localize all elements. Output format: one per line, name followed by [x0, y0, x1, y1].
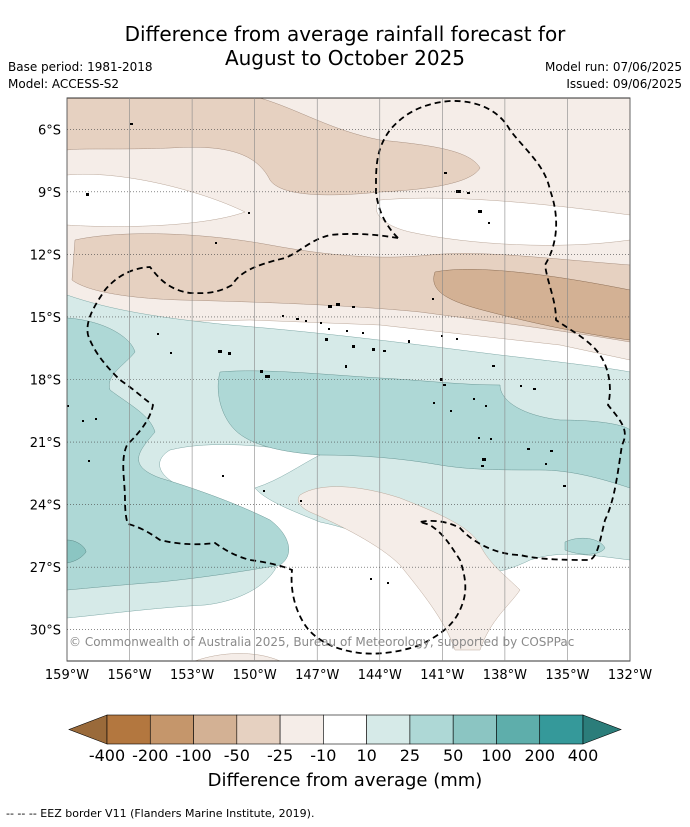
- copyright-notice: © Commonwealth of Australia 2025, Bureau…: [69, 635, 574, 649]
- meta-right: Model run: 07/06/2025 Issued: 09/06/2025: [545, 59, 682, 93]
- title-line-1: Difference from average rainfall forecas…: [124, 22, 566, 46]
- contour-dry-neg25-bottom: [194, 653, 281, 661]
- map-title: Difference from average rainfall forecas…: [0, 22, 690, 70]
- contour-wet-25-central: [217, 370, 630, 489]
- colorbar-cell: [366, 714, 411, 745]
- tick-labels: 159°W 156°W 153°W 150°W 147°W 144°W 141°W 138°W…: [30, 123, 653, 683]
- eez-border-west: [86, 233, 467, 655]
- gridlines: [66, 98, 631, 661]
- colorbar-tick-label: 200: [524, 746, 555, 765]
- colorbar-tick-label: -200: [132, 746, 168, 765]
- colorbar-cell: [539, 714, 584, 745]
- lat-tick-label: 21°S: [30, 436, 61, 451]
- colorbar-tick-label: -10: [310, 746, 336, 765]
- colorbar-cell: [323, 714, 367, 745]
- lat-tick-label: 12°S: [30, 248, 61, 263]
- lon-tick-label: 153°W: [170, 668, 214, 683]
- colorbar-cell: [193, 714, 238, 745]
- lat-tick-label: 30°S: [30, 624, 61, 639]
- contour-layer: [67, 98, 630, 661]
- colorbar-tick-label: -100: [175, 746, 211, 765]
- contour-wet-50: [67, 539, 87, 564]
- lat-tick-label: 15°S: [30, 311, 61, 326]
- colorbar-cell: [496, 714, 541, 745]
- contour-neutral-north: [67, 174, 246, 227]
- eez-border-north: [375, 100, 626, 561]
- lon-tick-label: 138°W: [483, 668, 527, 683]
- islands: [67, 123, 566, 584]
- lon-tick-label: 141°W: [420, 668, 464, 683]
- base-period: Base period: 1981-2018: [8, 60, 153, 74]
- colorbar-tick-label: 50: [443, 746, 463, 765]
- model-run: Model run: 07/06/2025: [544, 60, 682, 74]
- colorbar-cell: [452, 714, 497, 745]
- rainfall-map: 159°W 156°W 153°W 150°W 147°W 144°W 141°W 138°W…: [30, 97, 653, 683]
- colorbar-extend-high: [582, 714, 622, 745]
- colorbar-title: Difference from average (mm): [207, 770, 483, 791]
- contour-wet-25-west: [67, 317, 289, 591]
- lat-tick-label: 9°S: [38, 186, 61, 201]
- issued-date: Issued: 09/06/2025: [566, 77, 682, 91]
- eez-legend: -- -- -- EEZ border V11 (Flanders Marine…: [6, 807, 315, 820]
- lon-tick-label: 147°W: [295, 668, 339, 683]
- lon-tick-label: 135°W: [545, 668, 589, 683]
- lon-tick-label: 150°W: [233, 668, 277, 683]
- colorbar-cells: [68, 714, 622, 745]
- colorbar-tick-label: 10: [356, 746, 376, 765]
- colorbar-tick-label: 25: [400, 746, 420, 765]
- lon-tick-label: 159°W: [45, 668, 89, 683]
- lat-tick-label: 27°S: [30, 561, 61, 576]
- colorbar-cell: [149, 714, 194, 745]
- colorbar-cell: [106, 714, 151, 745]
- colorbar-tick-label: 400: [568, 746, 599, 765]
- colorbar-extend-low: [68, 714, 108, 745]
- colorbar-labels: -400 -200 -100 -50 -25 -10 10 25 50 100 200 400: [89, 746, 598, 765]
- meta-left: Base period: 1981-2018 Model: ACCESS-S2: [8, 59, 153, 93]
- colorbar-cell: [279, 714, 324, 745]
- lat-tick-label: 18°S: [30, 374, 61, 389]
- contour-dry-neg25-south: [297, 486, 521, 651]
- lat-tick-label: 6°S: [38, 123, 61, 138]
- contour-neutral-mid: [376, 197, 630, 246]
- colorbar-cell: [236, 714, 281, 745]
- title-line-2: August to October 2025: [224, 46, 466, 70]
- model-name: Model: ACCESS-S2: [8, 77, 120, 91]
- lon-tick-label: 132°W: [608, 668, 652, 683]
- lon-tick-label: 156°W: [107, 668, 151, 683]
- contour-wet-25-southeast: [564, 537, 606, 555]
- lat-tick-label: 24°S: [30, 499, 61, 514]
- colorbar-tick-label: 100: [481, 746, 512, 765]
- colorbar-tick-label: -400: [89, 746, 125, 765]
- colorbar-tick-label: -25: [267, 746, 293, 765]
- contour-dry-neg50-main: [71, 233, 630, 343]
- colorbar-cell: [409, 714, 454, 745]
- contour-dry-neg100: [433, 269, 630, 341]
- colorbar-tick-label: -50: [224, 746, 250, 765]
- lon-tick-label: 144°W: [358, 668, 402, 683]
